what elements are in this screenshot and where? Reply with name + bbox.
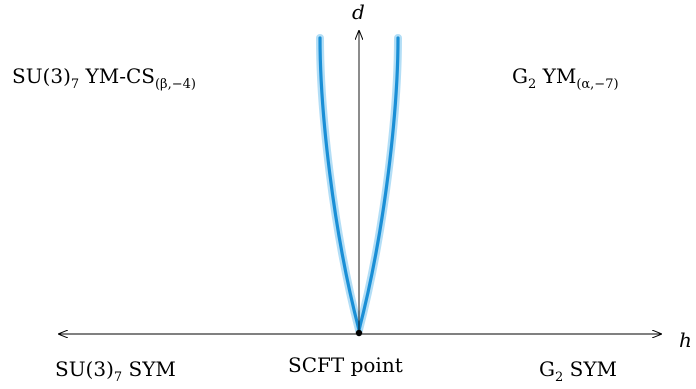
g2-sym-group: G <box>539 357 555 381</box>
su3-sym-label: SU(3)7 SYM <box>55 357 176 384</box>
left-phase-boundary-glow <box>316 34 363 334</box>
g2-group: G <box>512 64 528 88</box>
su3-sym-level: 7 <box>113 370 123 385</box>
g2-sym-index: 2 <box>554 370 564 385</box>
right-phase-boundary <box>357 36 400 332</box>
g2-ym-phase-label: G2 YM(α,−7) <box>512 64 619 91</box>
ym-cs-text: YM-CS <box>79 64 155 88</box>
ym-cs-subscript: (β,−4) <box>154 77 196 92</box>
su3-sym-group: SU(3) <box>55 357 114 381</box>
scft-point-dot <box>355 329 363 337</box>
su3-level: 7 <box>70 77 80 92</box>
right-phase-boundary-glow <box>355 34 402 334</box>
su3-sym-text: SYM <box>122 357 176 381</box>
scft-point-label: SCFT point <box>288 353 403 377</box>
su3-group: SU(3) <box>12 64 71 88</box>
h-axis-label: h <box>679 328 692 352</box>
d-axis-label: d <box>352 0 365 24</box>
g2-sym-label: G2 SYM <box>539 357 618 384</box>
ym-subscript: (α,−7) <box>576 77 619 92</box>
g2-sym-text: SYM <box>563 357 618 381</box>
su3-ym-cs-phase-label: SU(3)7 YM-CS(β,−4) <box>12 64 196 91</box>
ym-text: YM <box>536 64 577 88</box>
g2-index: 2 <box>527 77 537 92</box>
left-phase-boundary <box>318 36 361 332</box>
